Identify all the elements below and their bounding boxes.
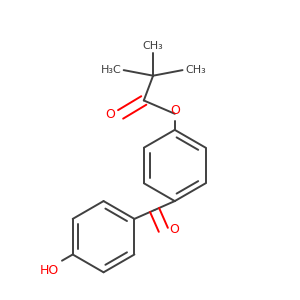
Text: H₃C: H₃C — [100, 65, 121, 75]
Text: CH₃: CH₃ — [143, 41, 164, 51]
Text: CH₃: CH₃ — [185, 65, 206, 75]
Text: HO: HO — [40, 264, 59, 277]
Text: O: O — [170, 104, 180, 117]
Text: O: O — [105, 108, 115, 121]
Text: O: O — [169, 223, 179, 236]
